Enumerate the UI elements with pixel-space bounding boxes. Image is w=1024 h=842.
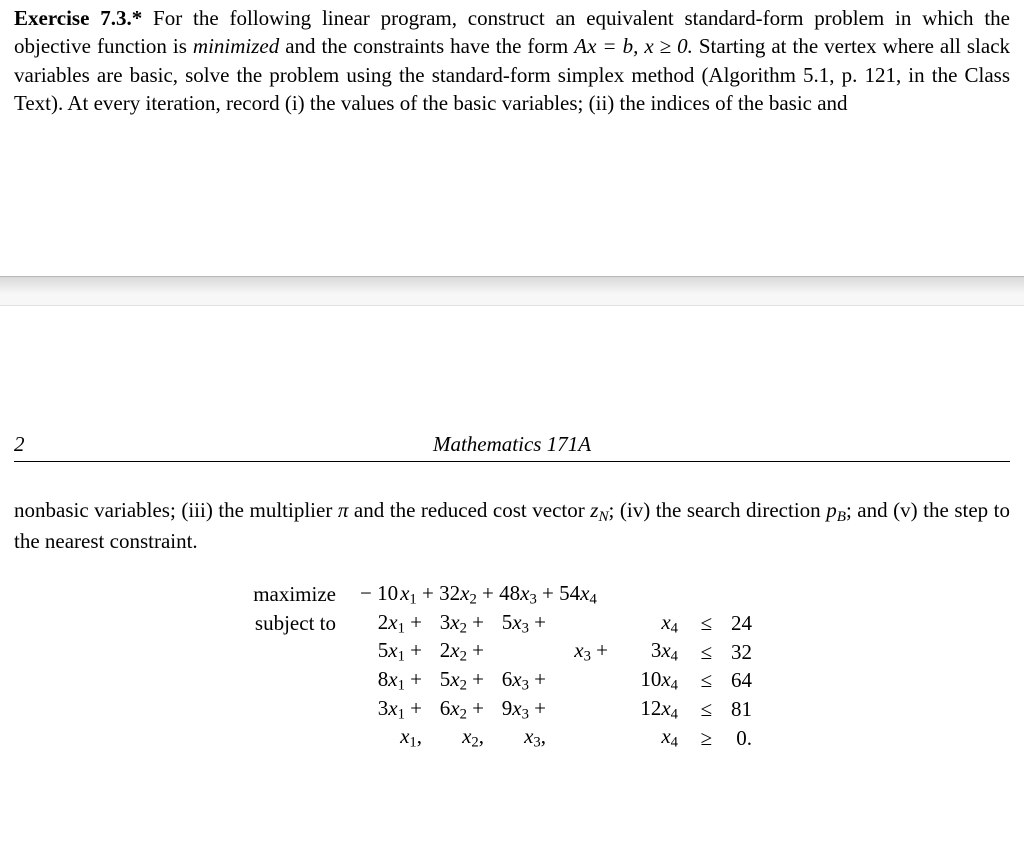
exercise-paragraph: Exercise 7.3.* For the following linear … xyxy=(0,0,1024,117)
lower-t3: ; (iv) the search direction xyxy=(609,498,827,522)
lp-objective-row: maximize − 10x1 + 32x2 + 48x3 + 54x4 xyxy=(0,581,1024,609)
lp-constraint-3: 8x1 + 5x2 + 6x3 + 10x4 ≤ 64 xyxy=(360,667,752,695)
page-number: 2 xyxy=(14,432,44,457)
continuation-paragraph: nonbasic variables; (iii) the multiplier… xyxy=(14,496,1010,556)
zN-sub: N xyxy=(598,509,608,525)
exercise-inline-eq: Ax = b, x ≥ 0. xyxy=(574,34,693,58)
lp-objective: − 10x1 + 32x2 + 48x3 + 54x4 xyxy=(360,581,597,609)
lp-constraint-2: 5x1 + 2x2 + x3 + 3x4 ≤ 32 xyxy=(360,638,752,666)
lower-t2: and the reduced cost vector xyxy=(348,498,590,522)
lp-constraint-row: 5x1 + 2x2 + x3 + 3x4 ≤ 32 xyxy=(0,638,1024,666)
pi-symbol: π xyxy=(338,498,349,522)
lp-constraint-row: subject to 2x1 + 3x2 + 5x3 + x4 ≤ 24 xyxy=(0,610,1024,638)
linear-program: maximize − 10x1 + 32x2 + 48x3 + 54x4 sub… xyxy=(0,580,1024,753)
pB-base: p xyxy=(826,498,837,522)
lp-nonneg-row: x1, x2, x3, x4 ≥ 0. xyxy=(0,724,1024,752)
lp-nonneg: x1, x2, x3, x4 ≥ 0. xyxy=(360,724,752,752)
page-separator xyxy=(0,276,1024,306)
kw-subject-to: subject to xyxy=(0,611,360,636)
exercise-label: Exercise 7.3.* xyxy=(14,6,142,30)
lp-constraint-row: 8x1 + 5x2 + 6x3 + 10x4 ≤ 64 xyxy=(0,667,1024,695)
lp-constraint-1: 2x1 + 3x2 + 5x3 + x4 ≤ 24 xyxy=(360,610,752,638)
kw-maximize: maximize xyxy=(0,582,360,607)
lp-constraint-row: 3x1 + 6x2 + 9x3 + 12x4 ≤ 81 xyxy=(0,696,1024,724)
page-title: Mathematics 171A xyxy=(44,432,980,457)
lp-constraint-4: 3x1 + 6x2 + 9x3 + 12x4 ≤ 81 xyxy=(360,696,752,724)
exercise-minimized: minimized xyxy=(193,34,279,58)
page-header: 2 Mathematics 171A xyxy=(14,432,1010,462)
exercise-text-2: and the constraints have the form xyxy=(279,34,574,58)
pB-sub: B xyxy=(837,509,846,525)
lower-t1: nonbasic variables; (iii) the multiplier xyxy=(14,498,338,522)
